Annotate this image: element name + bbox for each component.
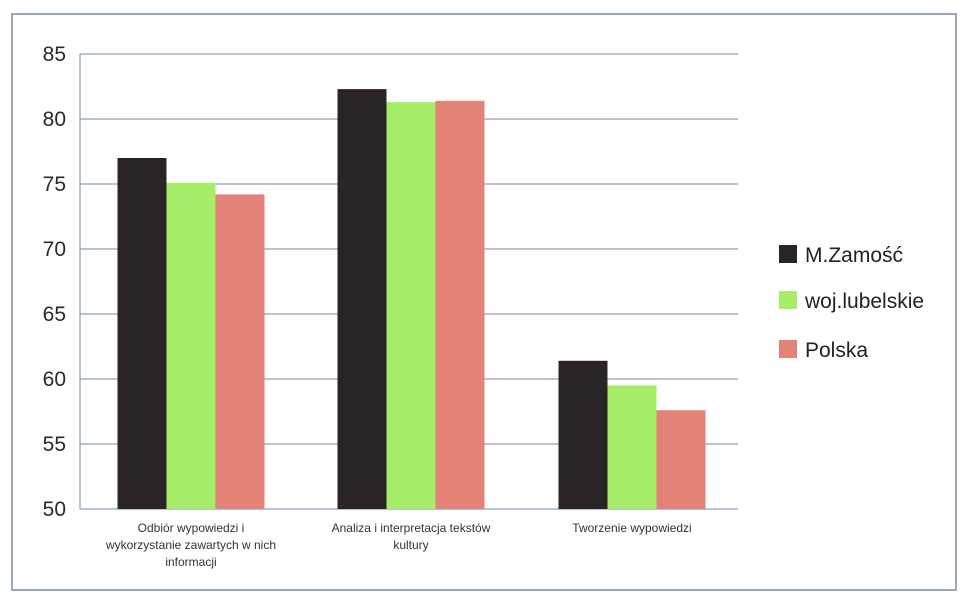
y-tick-label: 70 [43, 238, 66, 261]
legend: M.Zamość woj.lubelskie Polska [779, 244, 924, 362]
legend-swatch [779, 291, 797, 309]
bar-woj-lubelskie [607, 385, 657, 509]
bar-m-zamo- [558, 360, 608, 509]
y-tick-label: 50 [43, 498, 66, 521]
bar-woj-lubelskie [166, 182, 216, 509]
bar-polska [215, 194, 265, 509]
y-tick-label: 80 [43, 108, 66, 131]
x-tick-label: Odbiór wypowiedzi i [138, 521, 245, 535]
bar-m-zamo- [117, 158, 167, 509]
x-tick-label: wykorzystanie zawartych w nich [105, 538, 276, 552]
bar-polska [435, 100, 485, 510]
x-tick-label: kultury [393, 538, 428, 552]
y-tick-label: 75 [43, 173, 66, 196]
y-tick-label: 55 [43, 433, 66, 456]
x-tick-label: informacji [165, 555, 216, 569]
y-tick-label: 85 [43, 43, 66, 66]
legend-swatch [779, 340, 797, 358]
x-tick-label: Tworzenie wypowiedzi [572, 521, 691, 535]
legend-label: M.Zamość [805, 244, 903, 267]
bar-m-zamo- [337, 89, 387, 509]
y-tick-label: 60 [43, 368, 66, 391]
y-tick-label: 65 [43, 303, 66, 326]
x-axis: Odbiór wypowiedzi i wykorzystanie zawarty… [105, 521, 692, 569]
y-axis: 50 55 60 65 70 75 80 85 [43, 43, 81, 521]
bar-polska [656, 410, 706, 509]
legend-label: Polska [805, 339, 868, 362]
bars [117, 89, 706, 510]
legend-swatch [779, 245, 797, 263]
legend-label: woj.lubelskie [804, 290, 924, 313]
bar-woj-lubelskie [386, 102, 436, 509]
x-tick-label: Analiza i interpretacja tekstów [332, 521, 491, 535]
